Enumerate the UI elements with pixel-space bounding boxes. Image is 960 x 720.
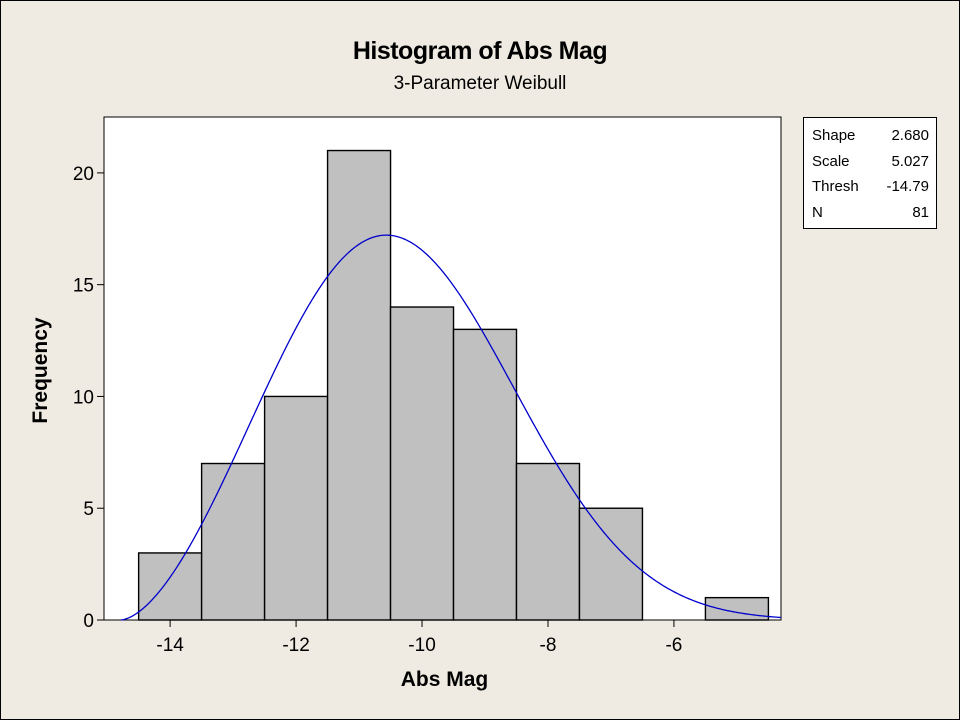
x-tick-label: -6 [665,635,682,656]
histogram-bar [515,462,581,621]
stat-value: -14.79 [886,178,929,195]
stat-label: Thresh [812,178,859,195]
y-tick-label: 10 [73,387,94,408]
histogram-bar [137,552,203,621]
histogram-bar [452,328,518,621]
fit-stats-box: Shape 2.680 Scale 5.027 Thresh -14.79 N … [803,117,937,229]
stat-value: 5.027 [891,152,929,170]
y-tick-label: 20 [73,164,94,185]
stat-label: Shape [812,127,856,144]
histogram-bar [326,149,392,621]
chart-title: Histogram of Abs Mag [352,37,608,65]
y-tick-label: 15 [73,276,94,297]
y-axis-label: Frequency [29,317,52,424]
y-tick-label: 5 [83,499,94,520]
stat-label: N [812,203,823,221]
stat-row-shape: Shape 2.680 [812,123,929,149]
histogram-bar [704,596,770,621]
stat-value: 2.680 [891,127,929,144]
x-tick-label: -14 [156,635,184,656]
x-axis-label: Abs Mag [401,668,489,691]
stat-row-scale: Scale 5.027 [812,149,929,175]
stat-row-n: N 81 [812,200,929,226]
weibull-fit-curve [120,234,782,621]
histogram-bar [263,395,329,621]
histogram-bar [200,462,266,621]
chart-subtitle: 3-Parameter Weibull [393,73,567,94]
stat-value: 81 [912,203,929,221]
stat-row-thresh: Thresh -14.79 [812,174,929,200]
histogram-bar [578,507,644,621]
y-tick-label: 0 [83,611,94,632]
x-tick-label: -8 [540,635,557,656]
x-tick-label: -10 [408,635,435,656]
x-tick-label: -12 [282,635,309,656]
histogram-bar [389,306,455,621]
stat-label: Scale [812,152,850,170]
